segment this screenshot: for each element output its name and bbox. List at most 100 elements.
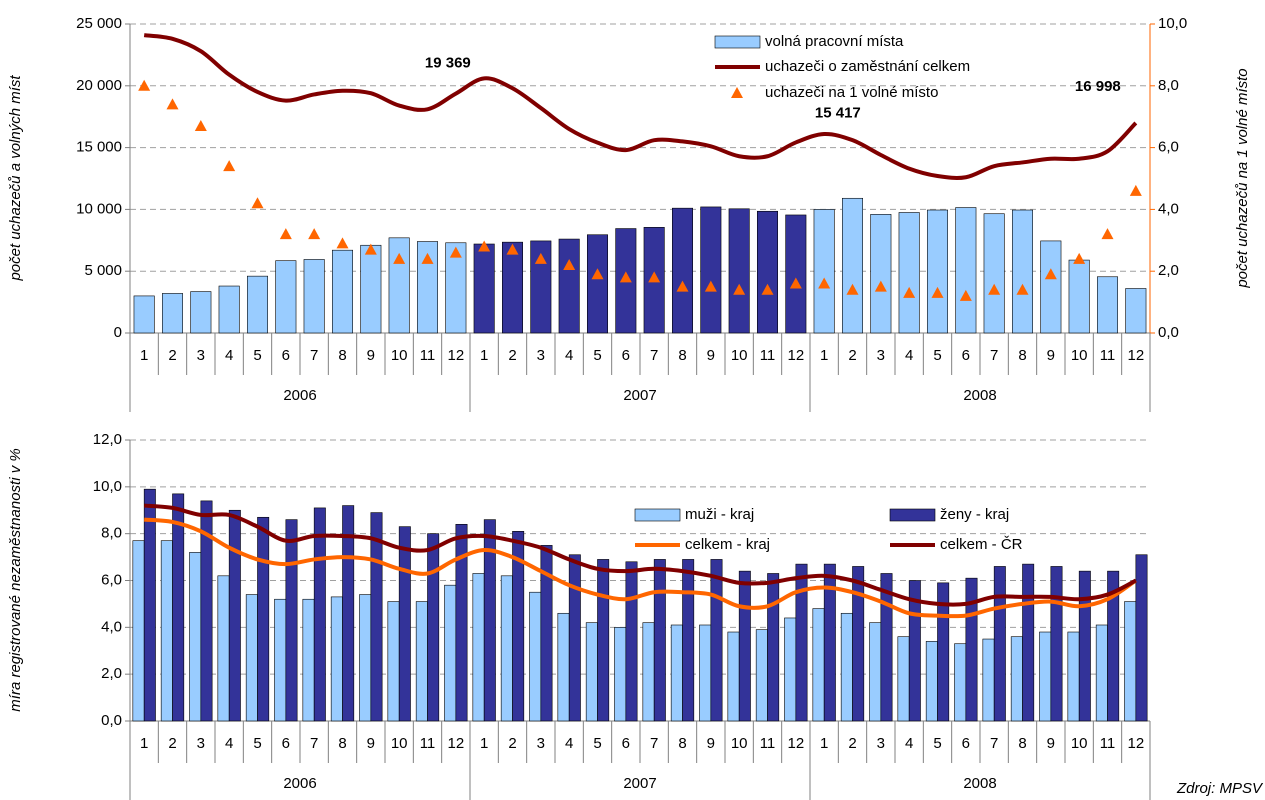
marker (988, 283, 1001, 295)
marker (223, 160, 236, 172)
group-label: 2008 (963, 775, 996, 792)
x-tick-label: 12 (1127, 735, 1144, 752)
x-tick-label: 1 (820, 347, 828, 364)
x-tick-label: 9 (707, 735, 715, 752)
x-tick-label: 11 (760, 347, 776, 364)
x-tick-label: 9 (707, 347, 715, 364)
bar (700, 206, 722, 334)
x-tick-label: 8 (678, 735, 686, 752)
bar (331, 249, 353, 334)
x-tick-label: 4 (225, 347, 233, 364)
bar (200, 500, 213, 722)
x-tick-label: 11 (420, 347, 436, 364)
group-label: 2008 (963, 387, 996, 404)
marker (789, 277, 802, 289)
marker (308, 228, 321, 240)
x-tick-label: 10 (391, 735, 408, 752)
bar (880, 573, 893, 722)
marker (449, 246, 462, 258)
y-tick-label: 12,0 (93, 431, 122, 448)
bar (313, 507, 326, 722)
y2-tick-label: 6,0 (1158, 139, 1179, 156)
bar (189, 552, 202, 722)
x-tick-label: 9 (1047, 735, 1055, 752)
marker (903, 286, 916, 298)
x-tick-label: 5 (933, 347, 941, 364)
legend-label: uchazeči o zaměstnání celkem (765, 58, 970, 75)
x-tick-label: 11 (1100, 347, 1116, 364)
bar (993, 566, 1006, 722)
line (144, 517, 1137, 619)
bar (529, 591, 542, 722)
marker (1016, 283, 1029, 295)
marker (818, 277, 831, 289)
bar (455, 523, 468, 722)
x-tick-label: 1 (480, 347, 488, 364)
y-tick-label: 25 000 (76, 15, 122, 32)
x-tick-label: 5 (593, 347, 601, 364)
bar (812, 608, 825, 722)
bar (330, 596, 343, 722)
bar (898, 212, 920, 334)
legend-label: uchazeči na 1 volné místo (765, 84, 938, 101)
bar (445, 242, 467, 334)
bar (738, 570, 751, 722)
y-tick-label: 6,0 (101, 571, 122, 588)
x-tick-label: 8 (1018, 347, 1026, 364)
bar (813, 209, 835, 334)
legend-label: volná pracovní místa (765, 33, 904, 50)
bar (699, 624, 712, 722)
bar (512, 531, 525, 722)
bar (540, 545, 553, 722)
x-tick-label: 5 (253, 735, 261, 752)
bar (852, 566, 865, 722)
x-tick-label: 2 (848, 347, 856, 364)
marker (874, 280, 887, 292)
x-tick-label: 9 (1047, 347, 1055, 364)
x-tick-label: 5 (593, 735, 601, 752)
x-tick-label: 2 (848, 735, 856, 752)
x-tick-label: 3 (537, 735, 545, 752)
bar (586, 234, 608, 334)
marker (676, 280, 689, 292)
x-tick-label: 10 (1071, 347, 1088, 364)
data-label: 19 369 (425, 55, 471, 72)
bar (257, 516, 270, 722)
x-tick-label: 2 (168, 735, 176, 752)
bar (925, 641, 938, 722)
bar (965, 577, 978, 722)
line (143, 33, 1138, 180)
bar (1067, 631, 1080, 722)
y2-tick-label: 0,0 (1158, 324, 1179, 341)
x-tick-label: 12 (447, 735, 464, 752)
bar (245, 594, 258, 722)
marker (194, 119, 207, 131)
x-tick-label: 4 (905, 735, 913, 752)
group-label: 2007 (623, 387, 656, 404)
marker (393, 252, 406, 264)
x-tick-label: 11 (1100, 735, 1116, 752)
x-tick-label: 6 (962, 347, 970, 364)
x-tick-label: 6 (962, 735, 970, 752)
bar (671, 207, 693, 334)
bar (1097, 276, 1119, 334)
bar (1125, 288, 1147, 334)
bar (840, 612, 853, 722)
source: Zdroj: MPSV (1176, 780, 1264, 797)
x-tick-label: 1 (140, 735, 148, 752)
bar (1124, 601, 1137, 722)
marker (364, 243, 377, 255)
marker (761, 283, 774, 295)
marker (846, 283, 859, 295)
marker (1101, 228, 1114, 240)
marker (251, 197, 264, 209)
x-tick-label: 10 (1071, 735, 1088, 752)
bar (727, 631, 740, 722)
x-tick-label: 9 (367, 735, 375, 752)
x-tick-label: 3 (877, 347, 885, 364)
y-axis-label: míra registrované nezaměstnanosti v % (7, 448, 24, 711)
x-tick-label: 11 (760, 735, 776, 752)
bar (795, 563, 808, 722)
x-tick-label: 7 (650, 735, 658, 752)
